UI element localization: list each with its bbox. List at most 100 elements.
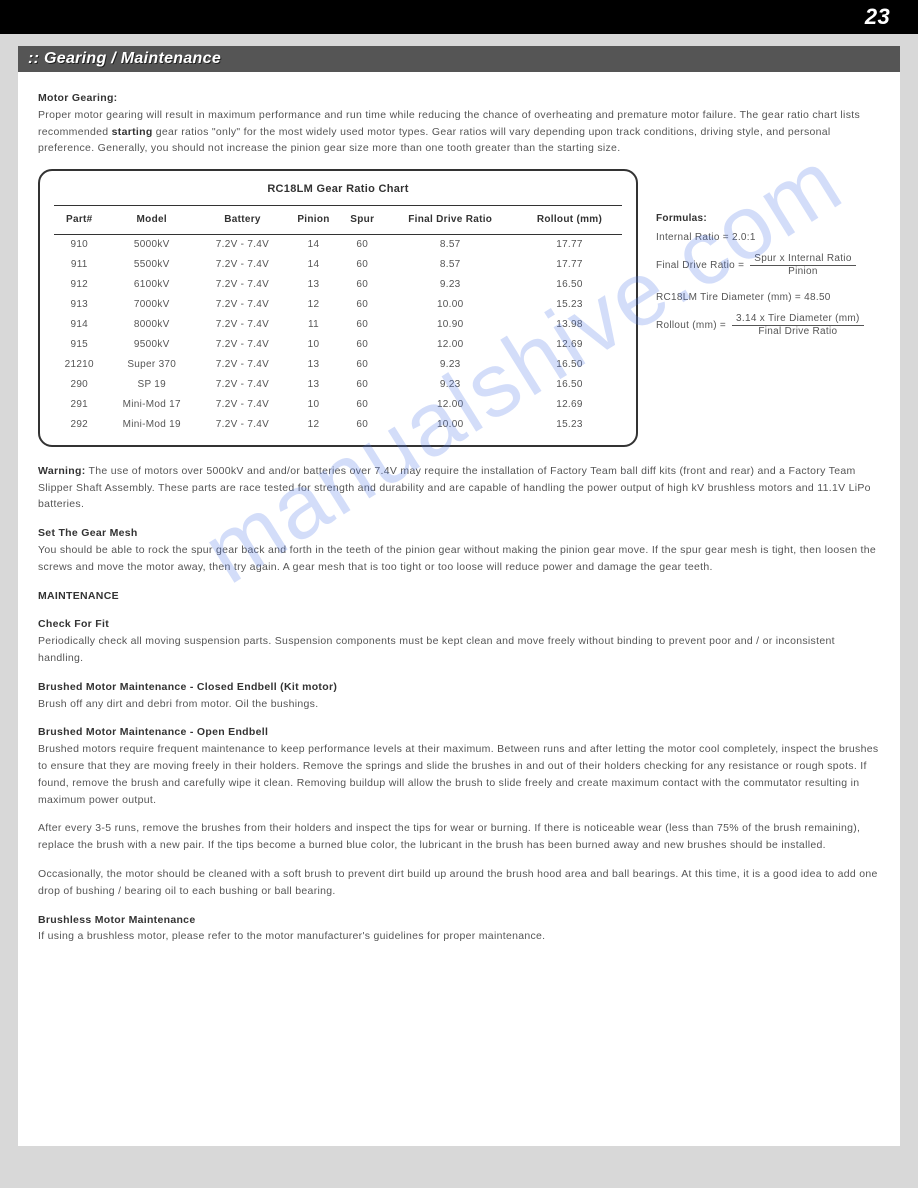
table-cell: 5500kV [105,255,200,275]
check-fit-block: Check For Fit Periodically check all mov… [38,616,880,666]
rollout-den: Final Drive Ratio [754,326,841,338]
gear-ratio-table: Part# Model Battery Pinion Spur Final Dr… [54,205,622,435]
col-model: Model [105,205,200,234]
table-row: 290SP 197.2V - 7.4V13609.2316.50 [54,375,622,395]
table-cell: 914 [54,315,105,335]
table-cell: 16.50 [517,375,622,395]
table-row: 9148000kV7.2V - 7.4V116010.9013.98 [54,315,622,335]
table-cell: 14 [286,255,341,275]
table-cell: 911 [54,255,105,275]
table-cell: 8000kV [105,315,200,335]
table-cell: 60 [341,234,383,255]
table-cell: 10 [286,395,341,415]
content-area: Motor Gearing: Proper motor gearing will… [18,72,900,945]
table-cell: 60 [341,275,383,295]
table-cell: 10.90 [383,315,516,335]
table-cell: 12.00 [383,395,516,415]
col-battery: Battery [199,205,286,234]
table-cell: 14 [286,234,341,255]
table-cell: Super 370 [105,355,200,375]
table-cell: Mini-Mod 19 [105,415,200,435]
open-endbell-p1: Brushed motors require frequent maintena… [38,743,878,805]
closed-endbell-block: Brushed Motor Maintenance - Closed Endbe… [38,679,880,713]
table-cell: 13 [286,355,341,375]
table-cell: 12.00 [383,335,516,355]
section-header: :: Gearing / Maintenance [18,46,900,72]
col-ratio: Final Drive Ratio [383,205,516,234]
open-endbell-block: Brushed Motor Maintenance - Open Endbell… [38,724,880,808]
fdr-den: Pinion [784,266,822,278]
gear-mesh-block: Set The Gear Mesh You should be able to … [38,525,880,575]
chart-title: RC18LM Gear Ratio Chart [54,181,622,199]
table-cell: 7.2V - 7.4V [199,395,286,415]
table-header-row: Part# Model Battery Pinion Spur Final Dr… [54,205,622,234]
table-cell: 15.23 [517,295,622,315]
table-cell: 913 [54,295,105,315]
warning-text: The use of motors over 5000kV and and/or… [38,465,871,511]
table-cell: 13 [286,275,341,295]
motor-gearing-bold: starting [112,126,153,138]
col-pinion: Pinion [286,205,341,234]
table-row: 292Mini-Mod 197.2V - 7.4V126010.0015.23 [54,415,622,435]
page-body: manualshive.com :: Gearing / Maintenance… [18,46,900,1146]
table-row: 9105000kV7.2V - 7.4V14608.5717.77 [54,234,622,255]
col-rollout: Rollout (mm) [517,205,622,234]
formula-fdr: Final Drive Ratio = Spur x Internal Rati… [656,253,864,278]
table-cell: 7.2V - 7.4V [199,295,286,315]
table-cell: 12.69 [517,335,622,355]
table-cell: 7.2V - 7.4V [199,375,286,395]
table-cell: 13 [286,375,341,395]
table-cell: 8.57 [383,255,516,275]
table-cell: 290 [54,375,105,395]
table-cell: 60 [341,415,383,435]
table-cell: SP 19 [105,375,200,395]
table-cell: 10.00 [383,415,516,435]
table-cell: 60 [341,395,383,415]
table-cell: 60 [341,255,383,275]
table-cell: 12 [286,415,341,435]
page-number-bar: 23 [0,0,918,34]
table-cell: 7.2V - 7.4V [199,275,286,295]
page-number: 23 [865,4,890,30]
motor-gearing-text-b: gear ratios "only" for the most widely u… [38,126,831,155]
col-part: Part# [54,205,105,234]
fdr-lhs: Final Drive Ratio = [656,256,744,275]
check-fit-heading: Check For Fit [38,618,109,630]
table-cell: 10.00 [383,295,516,315]
col-spur: Spur [341,205,383,234]
warning-block: Warning: The use of motors over 5000kV a… [38,463,880,513]
table-cell: 16.50 [517,275,622,295]
gear-mesh-heading: Set The Gear Mesh [38,527,138,539]
table-cell: 912 [54,275,105,295]
motor-gearing-block: Motor Gearing: Proper motor gearing will… [38,90,880,157]
table-cell: 6100kV [105,275,200,295]
table-cell: 7.2V - 7.4V [199,335,286,355]
closed-endbell-heading: Brushed Motor Maintenance - Closed Endbe… [38,681,337,693]
table-cell: 10 [286,335,341,355]
gear-ratio-chart: RC18LM Gear Ratio Chart Part# Model Batt… [38,169,638,447]
table-cell: 12.69 [517,395,622,415]
table-cell: 60 [341,355,383,375]
open-endbell-p3: Occasionally, the motor should be cleane… [38,866,880,900]
check-fit-text: Periodically check all moving suspension… [38,635,835,664]
formula-tire: RC18LM Tire Diameter (mm) = 48.50 [656,288,864,307]
table-cell: 8.57 [383,234,516,255]
brushless-text: If using a brushless motor, please refer… [38,930,545,942]
fdr-num: Spur x Internal Ratio [750,253,855,266]
fdr-fraction: Spur x Internal Ratio Pinion [750,253,855,278]
table-cell: 9500kV [105,335,200,355]
table-cell: 12 [286,295,341,315]
table-row: 291Mini-Mod 177.2V - 7.4V106012.0012.69 [54,395,622,415]
table-cell: 60 [341,335,383,355]
table-row: 9159500kV7.2V - 7.4V106012.0012.69 [54,335,622,355]
rollout-fraction: 3.14 x Tire Diameter (mm) Final Drive Ra… [732,313,864,338]
open-endbell-p2: After every 3-5 runs, remove the brushes… [38,820,880,854]
table-cell: 60 [341,375,383,395]
table-row: 9115500kV7.2V - 7.4V14608.5717.77 [54,255,622,275]
table-cell: 7.2V - 7.4V [199,255,286,275]
table-cell: Mini-Mod 17 [105,395,200,415]
table-cell: 9.23 [383,355,516,375]
brushless-heading: Brushless Motor Maintenance [38,914,195,926]
formulas-heading: Formulas: [656,209,864,228]
warning-label: Warning: [38,465,86,477]
